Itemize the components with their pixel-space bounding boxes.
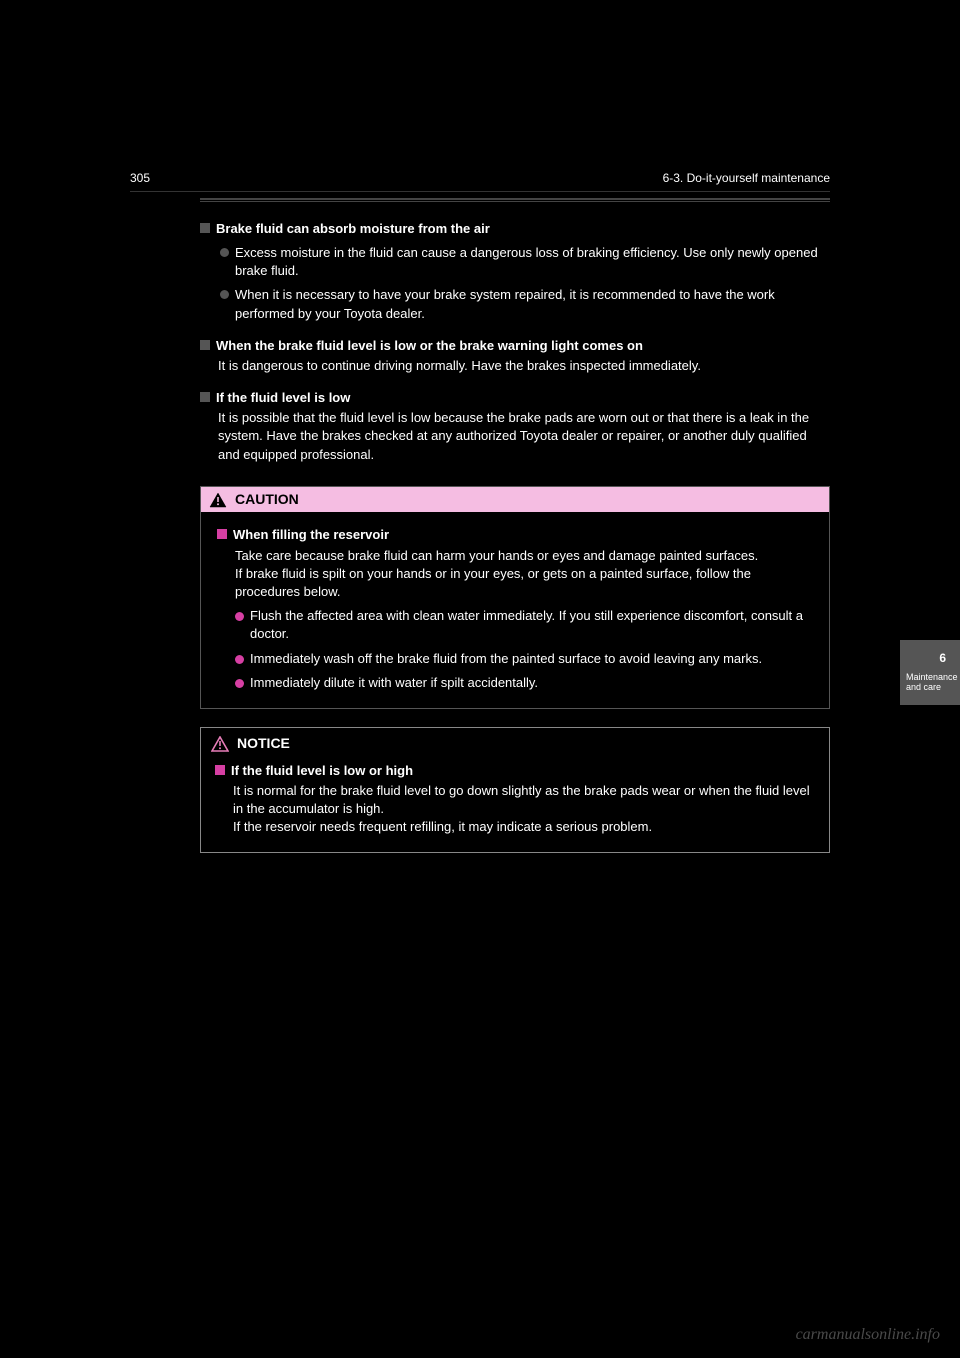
notice-header: NOTICE — [201, 728, 829, 756]
round-bullet-pink-icon — [235, 612, 244, 621]
bullet-text: Immediately wash off the brake fluid fro… — [250, 650, 762, 668]
caution-intro: Take care because brake fluid can harm y… — [235, 547, 813, 602]
topic-heading: If the fluid level is low — [200, 389, 830, 407]
round-bullet-pink-icon — [235, 655, 244, 664]
chapter-number: 6 — [906, 650, 954, 667]
divider-rule — [200, 198, 830, 202]
sub-bullet: Excess moisture in the fluid can cause a… — [220, 244, 830, 280]
section-path: 6-3. Do-it-yourself maintenance — [663, 170, 830, 187]
chapter-tab: 6 Maintenance and care — [900, 640, 960, 705]
heading-text: If the fluid level is low — [216, 389, 350, 407]
page-number: 305 — [130, 170, 150, 187]
caution-body: When filling the reservoir Take care bec… — [201, 512, 829, 708]
topic-block: When the brake fluid level is low or the… — [200, 337, 830, 375]
heading-text: Brake fluid can absorb moisture from the… — [216, 220, 490, 238]
watermark: carmanualsonline.info — [796, 1324, 940, 1346]
paragraph: It is possible that the fluid level is l… — [218, 409, 830, 464]
page-content: Brake fluid can absorb moisture from the… — [200, 220, 830, 854]
caution-box: CAUTION When filling the reservoir Take … — [200, 486, 830, 709]
heading-text: If the fluid level is low or high — [231, 762, 413, 780]
chapter-label: Maintenance and care — [906, 673, 954, 693]
round-bullet-icon — [220, 248, 229, 257]
notice-para: It is normal for the brake fluid level t… — [233, 782, 815, 837]
caution-bullet: Flush the affected area with clean water… — [235, 607, 813, 643]
bullet-text: Excess moisture in the fluid can cause a… — [235, 244, 830, 280]
caution-label: CAUTION — [235, 490, 299, 510]
square-bullet-icon — [200, 223, 210, 233]
caution-header: CAUTION — [201, 487, 829, 513]
caution-bullet: Immediately dilute it with water if spil… — [235, 674, 813, 692]
bullet-text: Flush the affected area with clean water… — [250, 607, 813, 643]
bullet-text: When it is necessary to have your brake … — [235, 286, 830, 322]
topic-heading: When the brake fluid level is low or the… — [200, 337, 830, 355]
topic-block: Brake fluid can absorb moisture from the… — [200, 220, 830, 323]
round-bullet-pink-icon — [235, 679, 244, 688]
square-bullet-icon — [200, 392, 210, 402]
heading-text: When the brake fluid level is low or the… — [216, 337, 643, 355]
topic-heading: Brake fluid can absorb moisture from the… — [200, 220, 830, 238]
caution-bullet: Immediately wash off the brake fluid fro… — [235, 650, 813, 668]
warning-triangle-icon — [209, 492, 227, 508]
notice-box: NOTICE If the fluid level is low or high… — [200, 727, 830, 853]
notice-label: NOTICE — [237, 734, 290, 754]
notice-body: If the fluid level is low or high It is … — [201, 756, 829, 853]
page-header: 305 6-3. Do-it-yourself maintenance — [130, 170, 830, 192]
notice-heading: If the fluid level is low or high — [215, 762, 815, 780]
caution-heading: When filling the reservoir — [217, 526, 813, 544]
bullet-text: Immediately dilute it with water if spil… — [250, 674, 538, 692]
heading-text: When filling the reservoir — [233, 526, 389, 544]
topic-block: If the fluid level is low It is possible… — [200, 389, 830, 464]
paragraph: It is dangerous to continue driving norm… — [218, 357, 830, 375]
warning-triangle-outline-icon — [211, 736, 229, 752]
sub-bullet: When it is necessary to have your brake … — [220, 286, 830, 322]
square-bullet-pink-icon — [217, 529, 227, 539]
square-bullet-pink-icon — [215, 765, 225, 775]
square-bullet-icon — [200, 340, 210, 350]
round-bullet-icon — [220, 290, 229, 299]
